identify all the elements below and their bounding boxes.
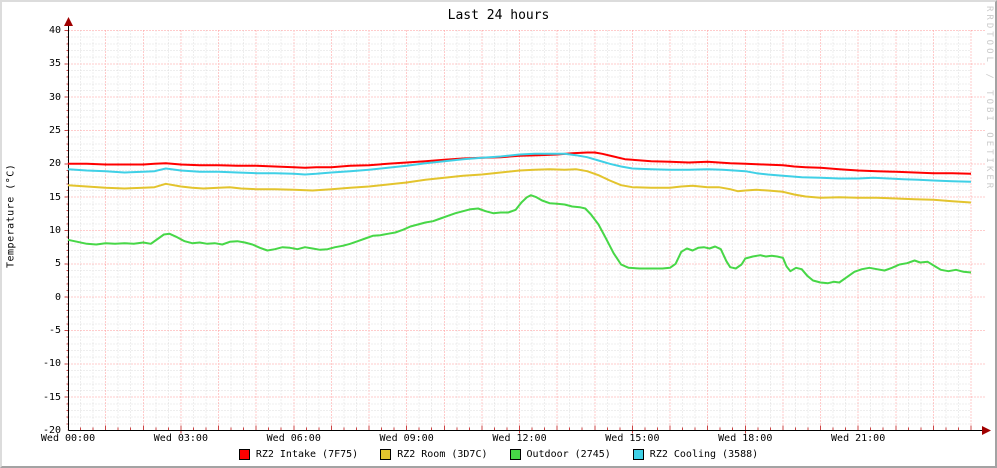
y-tick-label: 20: [48, 158, 61, 170]
y-tick-label: 5: [54, 258, 61, 270]
series-line-rz2-cooling-3588: [67, 152, 972, 183]
rrdtool-watermark: RRDTOOL / TOBI OETIKER: [984, 6, 994, 192]
y-tick-label: -5: [48, 325, 61, 336]
x-tick-label: Wed 12:00: [492, 433, 547, 444]
y-tick-label: 0: [54, 291, 61, 303]
x-axis-arrow: [982, 426, 991, 435]
y-tick-label: 35: [48, 58, 61, 70]
y-tick-label: 25: [48, 125, 61, 136]
x-tick-label: Wed 15:00: [605, 433, 660, 444]
legend-item: RZ2 Room (3D7C): [380, 448, 488, 460]
y-tick-label: 30: [48, 91, 61, 103]
y-tick-label: -20: [42, 425, 61, 436]
y-axis-arrow: [64, 17, 73, 26]
y-tick-label: 15: [48, 191, 61, 203]
x-tick-label: Wed 21:00: [831, 433, 886, 444]
legend-item: Outdoor (2745): [509, 448, 611, 460]
chart-title: Last 24 hours: [447, 8, 550, 23]
legend-swatch-icon: [632, 448, 644, 460]
y-tick-label: 10: [48, 225, 61, 236]
legend-label: RZ2 Room (3D7C): [397, 448, 488, 460]
y-tick-label: -15: [42, 391, 61, 403]
series-line-outdoor-2745: [67, 194, 972, 285]
series-line-rz2-room-3d7c: [67, 168, 972, 204]
legend-label: Outdoor (2745): [526, 448, 611, 460]
legend-swatch-icon: [509, 448, 521, 460]
legend-item: RZ2 Intake (7F75): [238, 448, 359, 460]
series-line-rz2-intake-7f75: [68, 151, 972, 175]
legend-label: RZ2 Intake (7F75): [255, 448, 359, 460]
legend-item: RZ2 Cooling (3588): [632, 448, 759, 460]
y-tick-label: 40: [48, 25, 61, 36]
x-tick-label: Wed 03:00: [153, 433, 208, 444]
x-tick-label: Wed 18:00: [718, 433, 773, 444]
legend: RZ2 Intake (7F75) RZ2 Room (3D7C) Outdoor …: [2, 446, 995, 462]
x-tick-label: Wed 09:00: [379, 433, 434, 444]
y-tick-label: -10: [42, 358, 61, 370]
legend-label: RZ2 Cooling (3588): [649, 448, 759, 460]
x-tick-label: Wed 00:00: [40, 433, 96, 444]
x-tick-label: Wed 06:00: [266, 433, 321, 444]
legend-swatch-icon: [238, 448, 250, 460]
legend-swatch-icon: [380, 448, 392, 460]
